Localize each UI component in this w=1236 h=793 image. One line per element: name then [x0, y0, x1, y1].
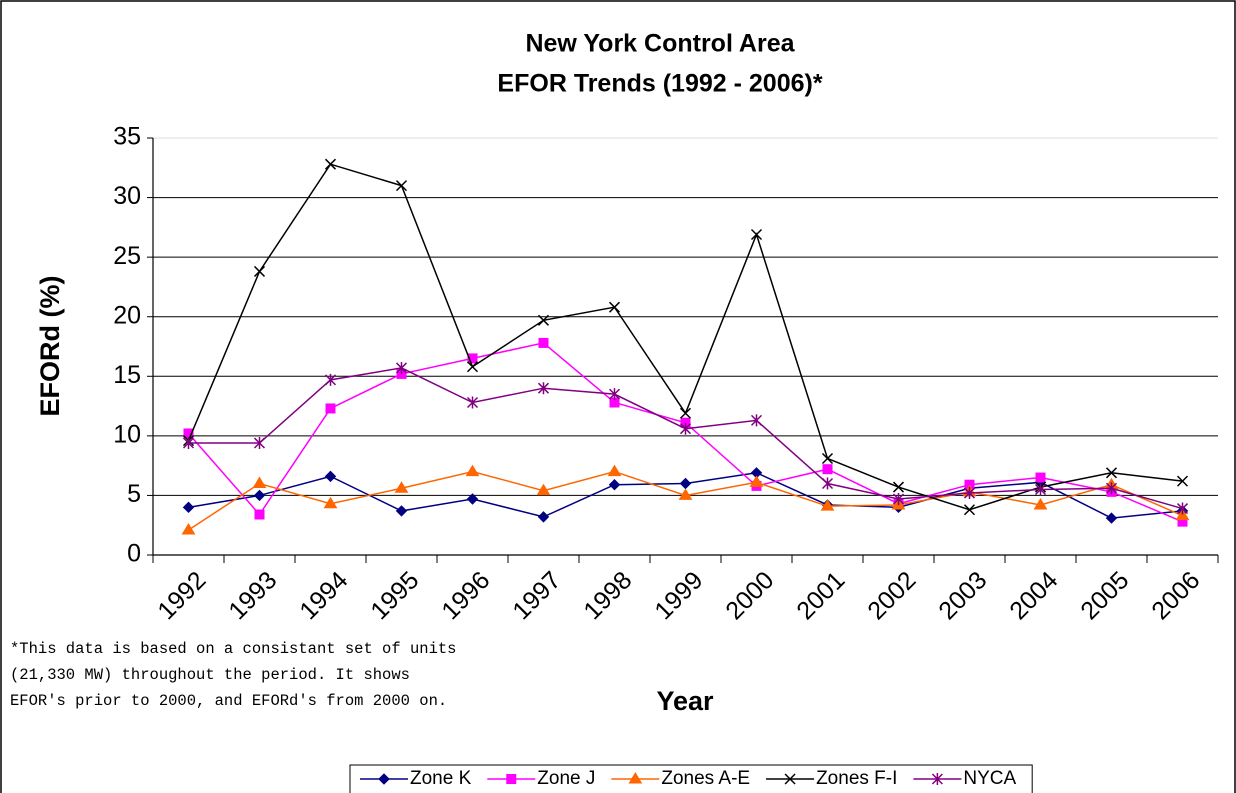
point — [1035, 472, 1046, 483]
legend-label: Zones A-E — [661, 768, 750, 789]
point — [750, 414, 763, 427]
y-tick-label: 20 — [113, 301, 141, 329]
point — [395, 361, 408, 374]
point — [465, 464, 480, 477]
point — [323, 496, 338, 509]
point — [324, 373, 337, 386]
footnote: (21,330 MW) throughout the period. It sh… — [10, 666, 410, 684]
point — [1034, 483, 1047, 496]
point — [1105, 482, 1118, 495]
point — [394, 481, 409, 493]
point — [931, 773, 943, 785]
point — [325, 403, 336, 414]
point — [1033, 497, 1048, 510]
point — [679, 422, 692, 435]
point — [253, 265, 266, 277]
footnote: *This data is based on a consistant set … — [10, 640, 456, 658]
point — [466, 361, 479, 373]
point — [678, 488, 693, 500]
legend-label: Zone K — [410, 768, 472, 789]
point — [253, 437, 266, 450]
legend-label: Zones F-I — [816, 768, 897, 789]
point — [378, 773, 390, 785]
y-tick-label: 25 — [113, 242, 141, 270]
point — [324, 158, 337, 170]
y-tick-label: 10 — [113, 420, 141, 448]
point — [182, 501, 195, 514]
point — [820, 499, 835, 511]
point — [536, 483, 551, 496]
point — [892, 493, 905, 506]
point — [749, 475, 764, 487]
y-axis-label: EFORd (%) — [35, 276, 65, 417]
point — [1105, 512, 1118, 524]
point — [607, 464, 622, 477]
point — [467, 353, 478, 364]
point — [821, 477, 834, 490]
legend: Zone K Zone J Zones A-E Zones F-I NYCA — [349, 764, 1033, 793]
point — [538, 337, 549, 348]
footnote: EFOR's prior to 2000, and EFORd's from 2… — [10, 692, 447, 710]
point — [466, 396, 479, 409]
point — [821, 452, 834, 465]
point — [608, 388, 621, 401]
point — [784, 773, 796, 785]
point — [963, 504, 976, 516]
point — [608, 478, 621, 491]
chart-title: EFOR Trends (1992 - 2006)* — [497, 70, 822, 98]
point — [608, 301, 621, 313]
point — [537, 314, 550, 326]
point — [963, 487, 976, 500]
point — [181, 523, 196, 535]
legend-label: NYCA — [963, 768, 1016, 789]
point — [1105, 467, 1118, 479]
y-tick-label: 35 — [113, 123, 141, 151]
y-tick-label: 0 — [127, 540, 141, 568]
y-tick-label: 15 — [113, 361, 141, 389]
point — [537, 382, 550, 395]
point — [822, 464, 833, 475]
legend-label: Zone J — [537, 768, 595, 789]
point — [395, 505, 408, 517]
point — [253, 489, 266, 502]
y-tick-label: 30 — [113, 182, 141, 210]
point — [679, 407, 692, 419]
point — [1175, 508, 1190, 521]
point — [182, 437, 195, 450]
point — [506, 774, 517, 784]
point — [1176, 502, 1189, 515]
y-tick-label: 5 — [127, 480, 141, 508]
point — [628, 772, 643, 784]
point — [252, 476, 267, 489]
point — [466, 493, 479, 505]
point — [395, 180, 408, 192]
chart-title: New York Control Area — [525, 30, 795, 58]
point — [750, 228, 763, 241]
point — [324, 470, 337, 483]
point — [537, 511, 550, 523]
point — [1176, 475, 1189, 487]
x-axis-label: Year — [656, 686, 714, 716]
point — [254, 509, 265, 520]
point — [892, 481, 905, 493]
